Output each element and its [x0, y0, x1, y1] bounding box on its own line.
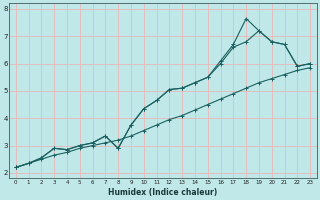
X-axis label: Humidex (Indice chaleur): Humidex (Indice chaleur) [108, 188, 218, 197]
